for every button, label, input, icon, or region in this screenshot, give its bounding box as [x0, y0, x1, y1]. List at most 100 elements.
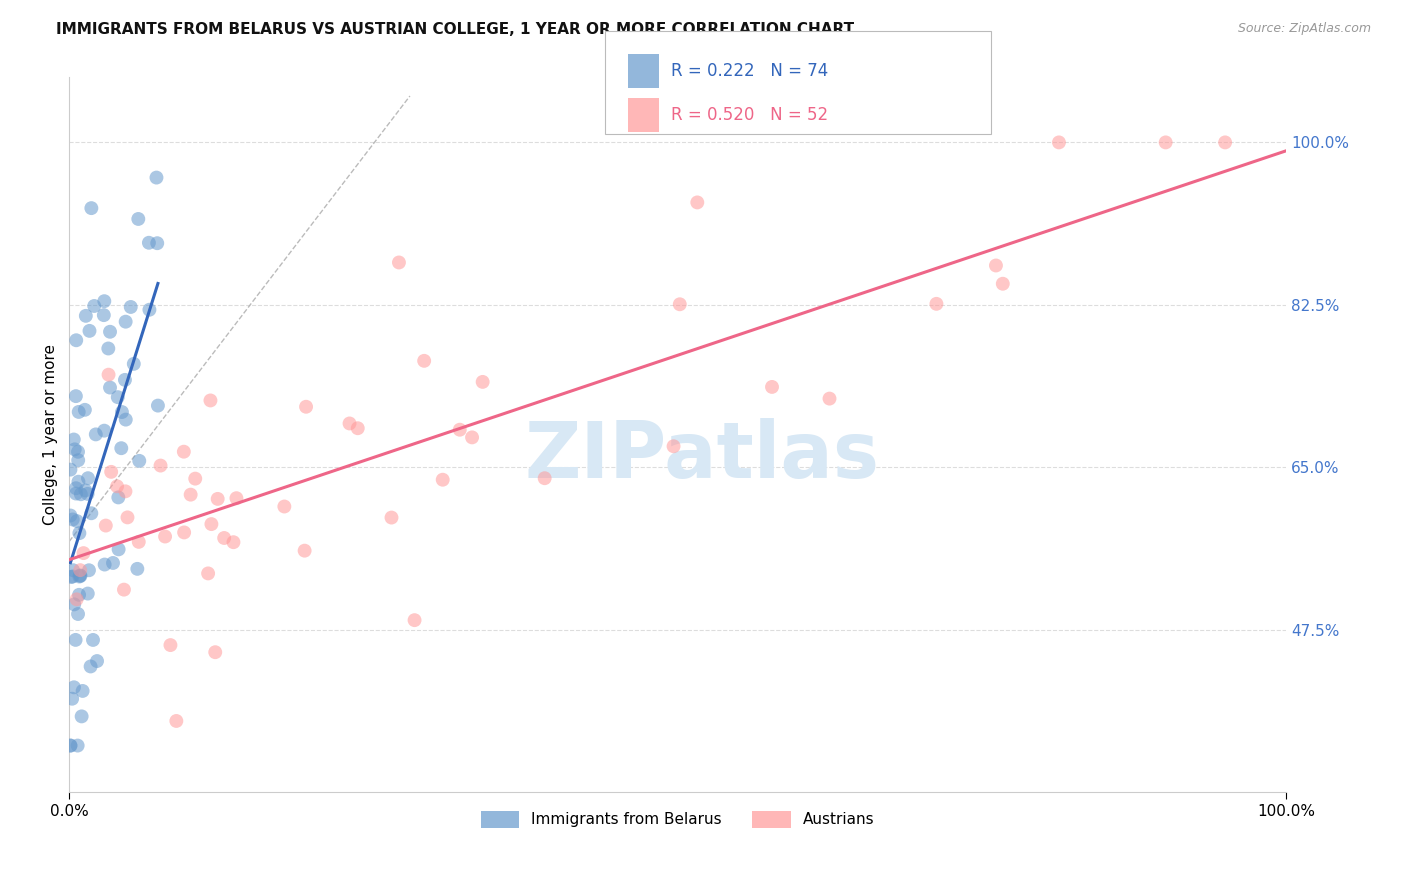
Point — [63, 598, 86, 612]
Point — [67, 475, 90, 489]
Point — [67, 453, 90, 467]
Point — [62, 569, 84, 583]
Point — [100, 465, 122, 479]
Point — [204, 645, 226, 659]
Point — [112, 582, 135, 597]
Point — [66, 444, 89, 458]
Point — [67, 526, 90, 541]
Point — [533, 471, 555, 485]
Point — [197, 566, 219, 581]
Point — [93, 294, 115, 309]
Point — [114, 412, 136, 426]
Point — [76, 487, 98, 501]
Point — [59, 739, 82, 753]
Point — [77, 471, 100, 485]
Point — [925, 297, 948, 311]
Point — [380, 510, 402, 524]
Point — [93, 308, 115, 322]
Point — [117, 510, 139, 524]
Point — [69, 563, 91, 577]
Point — [70, 709, 93, 723]
Point — [101, 556, 124, 570]
Point — [388, 255, 411, 269]
Point — [80, 506, 103, 520]
Point — [120, 300, 142, 314]
Point — [59, 462, 82, 476]
Point — [173, 444, 195, 458]
Point — [60, 691, 83, 706]
Point — [686, 195, 709, 210]
Point — [110, 441, 132, 455]
Point — [1154, 136, 1177, 150]
Point — [66, 592, 89, 607]
Legend: Immigrants from Belarus, Austrians: Immigrants from Belarus, Austrians — [475, 805, 880, 834]
Point — [111, 405, 134, 419]
Point — [149, 458, 172, 473]
Y-axis label: College, 1 year or more: College, 1 year or more — [44, 344, 58, 525]
Point — [200, 517, 222, 532]
Point — [93, 558, 115, 572]
Point — [83, 299, 105, 313]
Point — [69, 569, 91, 583]
Point — [153, 529, 176, 543]
Point — [273, 500, 295, 514]
Point — [461, 430, 484, 444]
Point — [65, 389, 87, 403]
Point — [346, 421, 368, 435]
Point — [180, 488, 202, 502]
Point — [105, 479, 128, 493]
Point — [59, 508, 82, 523]
Point — [339, 417, 361, 431]
Point — [72, 684, 94, 698]
Point — [225, 491, 247, 506]
Point — [67, 607, 90, 621]
Point — [200, 393, 222, 408]
Point — [127, 562, 149, 576]
Point — [107, 491, 129, 505]
Point — [59, 739, 82, 753]
Point — [97, 342, 120, 356]
Point — [65, 486, 87, 500]
Point — [60, 570, 83, 584]
Point — [668, 297, 690, 311]
Point — [77, 563, 100, 577]
Point — [98, 325, 121, 339]
Point — [128, 534, 150, 549]
Point — [145, 170, 167, 185]
Point — [67, 569, 90, 583]
Point — [69, 487, 91, 501]
Point — [818, 392, 841, 406]
Point — [471, 375, 494, 389]
Point — [295, 400, 318, 414]
Point — [72, 546, 94, 560]
Point — [159, 638, 181, 652]
Point — [128, 454, 150, 468]
Point — [138, 235, 160, 250]
Point — [404, 613, 426, 627]
Text: R = 0.222   N = 74: R = 0.222 N = 74 — [671, 62, 828, 80]
Point — [98, 380, 121, 394]
Point — [212, 531, 235, 545]
Text: IMMIGRANTS FROM BELARUS VS AUSTRIAN COLLEGE, 1 YEAR OR MORE CORRELATION CHART: IMMIGRANTS FROM BELARUS VS AUSTRIAN COLL… — [56, 22, 855, 37]
Point — [991, 277, 1014, 291]
Point — [1213, 136, 1236, 150]
Point — [207, 491, 229, 506]
Point — [79, 659, 101, 673]
Point — [114, 315, 136, 329]
Text: ZIPatlas: ZIPatlas — [524, 418, 879, 494]
Point — [76, 586, 98, 600]
Text: Source: ZipAtlas.com: Source: ZipAtlas.com — [1237, 22, 1371, 36]
Point — [146, 399, 169, 413]
Point — [75, 483, 97, 498]
Point — [84, 427, 107, 442]
Point — [67, 405, 90, 419]
Point — [449, 423, 471, 437]
Point — [127, 211, 149, 226]
Point — [413, 354, 436, 368]
Point — [294, 543, 316, 558]
Point — [65, 481, 87, 495]
Point — [173, 525, 195, 540]
Point — [75, 309, 97, 323]
Point — [97, 368, 120, 382]
Point — [184, 472, 207, 486]
